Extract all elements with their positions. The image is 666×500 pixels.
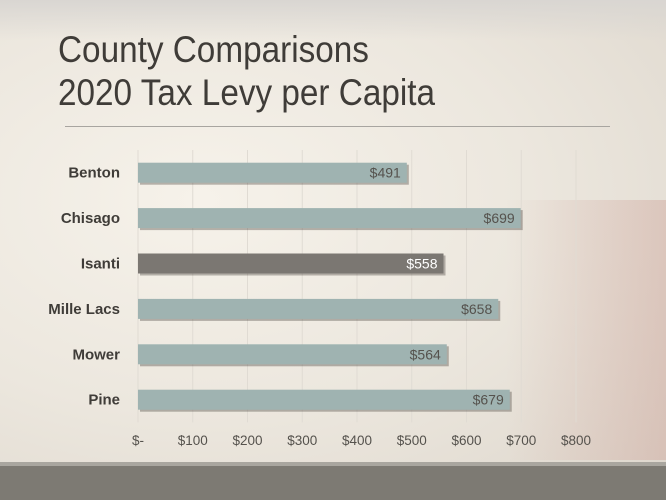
- bar: [138, 389, 510, 410]
- category-label: Mille Lacs: [48, 301, 120, 318]
- category-label: Mower: [72, 346, 120, 363]
- x-tick-label: $200: [232, 433, 262, 448]
- x-tick-label: $600: [451, 433, 481, 448]
- title-line-1: County Comparisons: [58, 29, 369, 70]
- x-tick-label: $700: [506, 433, 536, 448]
- bar-chart: $- $100 $200 $300 $400 $500 $600 $700 $800 $491 Be…: [48, 150, 591, 448]
- x-tick-label: $300: [287, 433, 317, 448]
- background-flag-top: [0, 0, 666, 40]
- slide-title: County Comparisons 2020 Tax Levy per Cap…: [58, 28, 435, 114]
- title-line-2: 2020 Tax Levy per Capita: [58, 72, 436, 113]
- data-label: $558: [406, 256, 437, 272]
- x-tick-label: $100: [178, 433, 208, 448]
- title-divider: [65, 126, 610, 127]
- category-label: Isanti: [81, 256, 120, 273]
- x-tick-label: $800: [561, 433, 591, 448]
- data-label: $658: [461, 301, 492, 317]
- data-label: $564: [410, 346, 441, 362]
- data-label: $699: [484, 210, 515, 226]
- bar: [138, 162, 407, 183]
- category-label: Pine: [88, 392, 120, 409]
- bar: [138, 344, 447, 365]
- x-tick-label: $-: [132, 433, 144, 448]
- background-flag-stripes: [506, 200, 666, 460]
- data-label: $491: [370, 165, 401, 181]
- x-tick-label: $400: [342, 433, 372, 448]
- category-label: Chisago: [61, 210, 120, 227]
- category-label: Benton: [68, 165, 120, 182]
- bar: [138, 253, 444, 274]
- x-tick-label: $500: [397, 433, 427, 448]
- data-label: $679: [473, 392, 504, 408]
- bar: [138, 208, 521, 229]
- footer-band: [0, 462, 666, 500]
- bar: [138, 298, 499, 319]
